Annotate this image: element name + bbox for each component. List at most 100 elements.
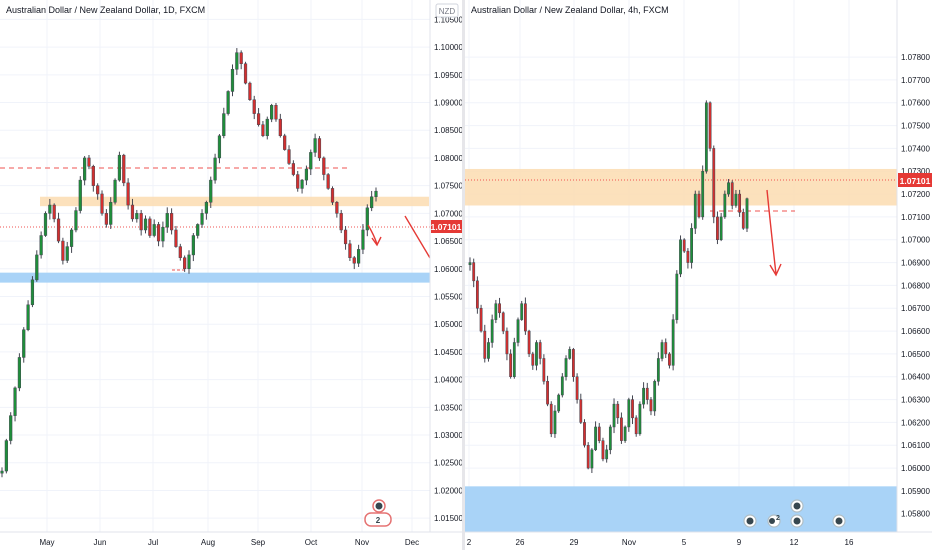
daily-candle-body xyxy=(204,202,208,214)
four-hour-candle-body xyxy=(671,319,675,366)
daily-candle-body xyxy=(296,174,300,189)
daily-candle-body xyxy=(335,202,339,214)
daily-y-tick-label: 1.10000 xyxy=(434,43,462,52)
daily-candle-body xyxy=(243,63,248,84)
four-hour-x-tick-label: 2 xyxy=(467,538,472,547)
four-hour-candle-body xyxy=(627,399,631,428)
daily-time-axis[interactable]: May Jun Jul Aug Sep Oct Nov Dec xyxy=(39,538,419,547)
four-hour-candle-body xyxy=(730,182,734,206)
daily-candle-body xyxy=(61,240,65,261)
daily-price-tag[interactable] xyxy=(431,220,462,233)
daily-event-group[interactable] xyxy=(364,512,392,527)
daily-candle-body xyxy=(135,213,139,220)
daily-candle-body xyxy=(156,224,161,242)
four-hour-candle-body xyxy=(490,319,494,343)
daily-event-icon-inner xyxy=(375,502,383,510)
four-hour-candle-body xyxy=(664,342,668,355)
four-hour-candle-body xyxy=(616,403,620,419)
four-hour-candle-body xyxy=(590,449,594,469)
daily-candle-body xyxy=(326,174,330,189)
daily-candle-body xyxy=(91,166,95,186)
daily-candle-body xyxy=(56,218,61,242)
four-hour-candle-body xyxy=(620,417,623,441)
panel-divider[interactable] xyxy=(462,0,465,550)
four-hour-x-tick-label: 5 xyxy=(682,538,687,547)
four-hour-projection-arrow[interactable] xyxy=(766,189,777,275)
four-hour-y-tick-label: 1.07100 xyxy=(901,213,930,222)
four-hour-price-axis[interactable]: 1.07800 1.07700 1.07600 1.07500 1.07400 1.073… xyxy=(901,53,930,519)
four-hour-y-tick-label: 1.06800 xyxy=(901,281,930,290)
four-hour-y-tick-label: 1.06300 xyxy=(901,396,930,405)
four-hour-candle-body xyxy=(472,262,476,282)
daily-candle-body xyxy=(48,204,52,214)
daily-candle-body xyxy=(361,229,365,250)
four-hour-candle-body xyxy=(723,193,727,218)
daily-y-tick-label: 1.09000 xyxy=(434,99,462,108)
daily-y-tick-label: 1.08000 xyxy=(434,154,462,163)
daily-candle-body xyxy=(291,163,295,175)
daily-x-tick-label: Jun xyxy=(94,538,107,547)
daily-supply-zone[interactable] xyxy=(40,196,429,207)
four-hour-candle-body xyxy=(575,376,579,400)
four-hour-chart-panel[interactable]: 1.07800 1.07700 1.07600 1.07500 1.07400 1.073… xyxy=(465,0,932,550)
four-hour-candle-body xyxy=(679,239,682,275)
daily-candle-body xyxy=(300,179,304,189)
daily-x-tick-label: May xyxy=(39,538,54,547)
four-hour-candle-body xyxy=(586,444,590,469)
daily-chart-panel[interactable]: 1.10500 1.10000 1.09500 1.09000 1.08500 1.080… xyxy=(0,0,463,550)
daily-candle-body xyxy=(313,138,317,153)
daily-candle-body xyxy=(74,210,78,231)
daily-chart[interactable]: 1.10500 1.10000 1.09500 1.09000 1.08500 1.080… xyxy=(0,0,463,550)
four-hour-candle-body xyxy=(546,381,549,405)
four-hour-demand-zone[interactable] xyxy=(465,486,897,532)
four-hour-supply-zone[interactable] xyxy=(465,168,897,206)
daily-candle-body xyxy=(183,257,187,270)
four-hour-y-tick-label: 1.06600 xyxy=(901,327,930,336)
daily-x-tick-label: Aug xyxy=(201,538,215,547)
four-hour-candle-body xyxy=(668,353,671,366)
four-hour-time-axis[interactable]: 2 26 29 Nov 5 9 12 16 xyxy=(467,538,854,547)
daily-currency-badge-box xyxy=(435,3,459,18)
daily-demand-zone[interactable] xyxy=(0,272,430,283)
four-hour-chart-title: Australian Dollar / New Zealand Dollar, … xyxy=(471,5,669,15)
daily-y-tick-label: 1.05500 xyxy=(434,292,462,301)
daily-event-badges[interactable]: 2 xyxy=(364,499,392,527)
daily-x-tick-label: Jul xyxy=(148,538,158,547)
four-hour-candles xyxy=(468,100,749,474)
four-hour-candle-body xyxy=(538,342,542,359)
four-hour-candle-body xyxy=(697,193,701,218)
daily-candle-body xyxy=(187,254,191,270)
four-hour-y-tick-label: 1.07700 xyxy=(901,76,930,85)
four-hour-candle-body xyxy=(612,403,616,428)
four-hour-event-badges[interactable]: 2 xyxy=(743,499,846,528)
four-hour-candle-body xyxy=(498,303,501,314)
four-hour-candle-body xyxy=(623,426,627,441)
four-hour-candle-body xyxy=(634,417,638,435)
daily-candle-body xyxy=(109,202,113,225)
four-hour-price-tag[interactable] xyxy=(898,173,932,187)
four-hour-x-tick-label: 26 xyxy=(516,538,525,547)
daily-projection-arrow[interactable] xyxy=(367,224,378,245)
four-hour-candle-body xyxy=(738,193,742,213)
four-hour-candle-body xyxy=(560,376,564,396)
four-hour-candle-body xyxy=(549,403,553,435)
four-hour-candle-body xyxy=(501,312,505,332)
daily-candles xyxy=(0,48,378,478)
four-hour-candle-body xyxy=(520,303,524,320)
daily-price-tag-label: 1.07101 xyxy=(431,222,462,232)
four-hour-y-tick-label: 1.06700 xyxy=(901,304,930,313)
four-hour-x-tick-label: 9 xyxy=(737,538,742,547)
four-hour-candle-body xyxy=(483,330,487,359)
four-hour-candle-body xyxy=(516,319,520,343)
daily-trend-arrow[interactable] xyxy=(404,215,431,259)
daily-candle-body xyxy=(230,69,235,92)
daily-y-tick-label: 1.03000 xyxy=(434,431,462,440)
daily-y-tick-label: 1.08500 xyxy=(434,126,462,135)
four-hour-chart[interactable]: 1.07800 1.07700 1.07600 1.07500 1.07400 1.073… xyxy=(465,0,932,550)
daily-candle-body xyxy=(96,185,100,195)
four-hour-candle-body xyxy=(686,250,690,263)
daily-y-tick-label: 1.10500 xyxy=(434,15,462,24)
daily-price-axis[interactable]: 1.10500 1.10000 1.09500 1.09000 1.08500 1.080… xyxy=(434,15,463,523)
daily-y-tick-label: 1.07000 xyxy=(434,209,462,218)
four-hour-candle-body xyxy=(712,148,716,218)
